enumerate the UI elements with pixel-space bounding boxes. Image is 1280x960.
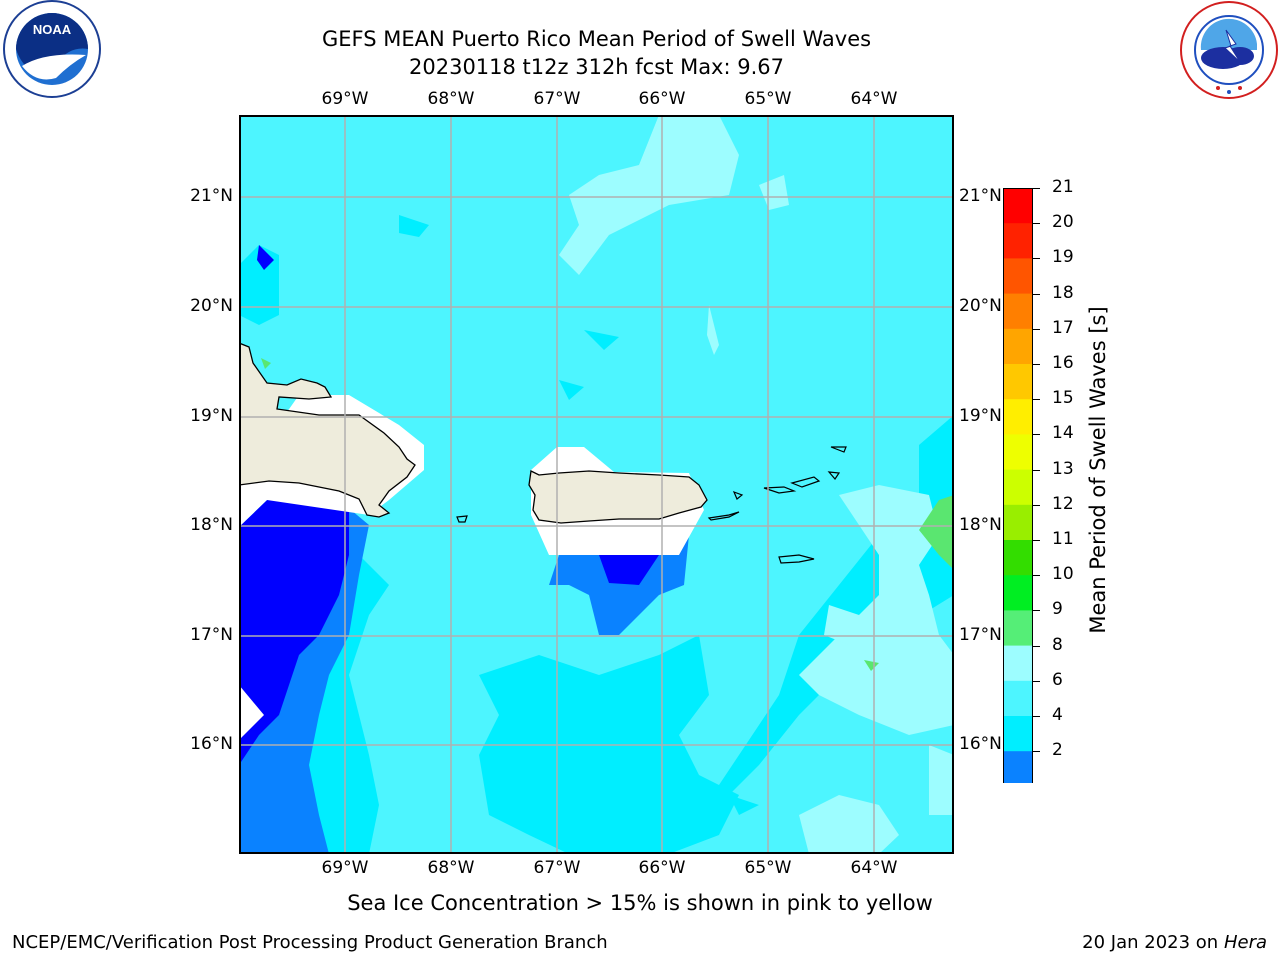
colorbar-tick-label: 19 [1052,247,1074,268]
colorbar-tick-mark [1033,575,1040,577]
colorbar-tick-mark [1033,504,1040,506]
colorbar-segment [1003,504,1033,541]
colorbar-tick-label: 18 [1052,282,1074,303]
colorbar-tick-label: 12 [1052,493,1074,514]
branch-credit: NCEP/EMC/Verification Post Processing Pr… [12,932,608,953]
colorbar-tick-label: 8 [1052,634,1063,655]
colorbar-segment [1003,716,1033,752]
lat-label-right: 16°N [959,734,1002,754]
colorbar-tick-label: 9 [1052,599,1063,620]
virgin-islands [456,446,847,564]
colorbar-segment [1003,364,1033,400]
colorbar-segment [1003,258,1033,295]
lat-label-right: 21°N [959,186,1002,206]
colorbar-segment [1003,188,1033,224]
colorbar-label: Mean Period of Swell Waves [s] [1086,306,1110,634]
lon-label-bottom: 66°W [638,858,686,878]
colorbar-tick-mark [1033,645,1040,647]
lat-label-left: 19°N [190,406,233,426]
colorbar-tick-mark [1033,469,1040,471]
svg-text:NOAA: NOAA [33,22,72,37]
colorbar-tick-label: 6 [1052,669,1063,690]
graticule [239,115,954,854]
colorbar-segment [1003,399,1033,435]
lon-label-bottom: 67°W [533,858,581,878]
lon-label-top: 69°W [321,89,369,109]
colorbar-tick-label: 2 [1052,740,1063,761]
colorbar-tick-mark [1033,293,1040,295]
colorbar-segment [1003,645,1033,682]
colorbar-tick-mark [1033,328,1040,330]
lon-label-bottom: 65°W [744,858,792,878]
colorbar-tick-mark [1033,364,1040,365]
lat-label-left: 18°N [190,515,233,535]
lat-label-right: 20°N [959,296,1002,316]
colorbar-tick-label: 14 [1052,423,1074,444]
field-2-4 [239,245,659,765]
colorbar-tick-label: 21 [1052,177,1074,197]
colorbar-tick-mark [1033,434,1040,436]
colorbar-segment [1003,434,1033,471]
colorbar-tick-label: 15 [1052,388,1074,409]
colorbar-segment [1003,223,1033,259]
field-10-11 [261,358,954,671]
lat-label-left: 16°N [190,734,233,754]
map-frame [239,115,954,854]
swell-period-map [238,115,954,854]
colorbar-tick-mark [1033,751,1040,753]
colorbar-tick-label: 17 [1052,317,1074,338]
lon-label-top: 68°W [427,89,475,109]
colorbar-tick-mark [1033,540,1040,541]
colorbar-tick-mark [1033,399,1040,401]
lon-label-top: 66°W [638,89,686,109]
lon-label-top: 64°W [850,89,898,109]
colorbar-tick-label: 11 [1052,529,1074,549]
colorbar-tick-label: 16 [1052,353,1074,373]
colorbar-segment [1003,469,1033,506]
run-date-text: 20 Jan 2023 on [1082,932,1219,953]
colorbar-tick-label: 20 [1052,212,1074,233]
lon-label-bottom: 68°W [427,858,475,878]
colorbar-segment [1003,751,1033,787]
colorbar-segment [1003,680,1033,717]
colorbar-tick-mark [1033,610,1040,612]
colorbar-segment [1003,293,1033,330]
lat-label-right: 18°N [959,515,1002,535]
sea-ice-note: Sea Ice Concentration > 15% is shown in … [347,891,933,915]
colorbar-tick-mark [1033,188,1040,189]
colorbar-tick-mark [1033,716,1040,717]
lon-label-top: 67°W [533,89,581,109]
lat-label-right: 17°N [959,625,1002,645]
colorbar-segment [1003,610,1033,647]
hispaniola-land [238,342,416,518]
colorbar-tick-mark [1033,258,1040,260]
colorbar-tick-label: 13 [1052,458,1074,479]
colorbar-tick-label: 10 [1052,564,1074,585]
lon-label-bottom: 64°W [850,858,898,878]
colorbar-tick-mark [1033,223,1040,225]
lat-label-left: 17°N [190,625,233,645]
machine-name: Hera [1223,932,1267,953]
lon-label-bottom: 69°W [321,858,369,878]
chart-title-line2: 20230118 t12z 312h fcst Max: 9.67 [409,55,784,79]
colorbar [1002,188,1034,816]
run-date: 20 Jan 2023 on Hera [1082,932,1267,953]
colorbar-segment [1003,328,1033,365]
colorbar-segment [1003,575,1033,611]
colorbar-tick-label: 4 [1052,705,1063,725]
colorbar-tick-mark [1033,680,1040,682]
chart-title-line1: GEFS MEAN Puerto Rico Mean Period of Swe… [321,27,872,51]
lat-label-left: 20°N [190,296,233,316]
lat-label-right: 19°N [959,406,1002,426]
lat-label-left: 21°N [190,186,233,206]
lon-label-top: 65°W [744,89,792,109]
nws-logo [1178,0,1280,100]
noaa-logo: NOAA [0,0,105,100]
colorbar-segment [1003,540,1033,576]
